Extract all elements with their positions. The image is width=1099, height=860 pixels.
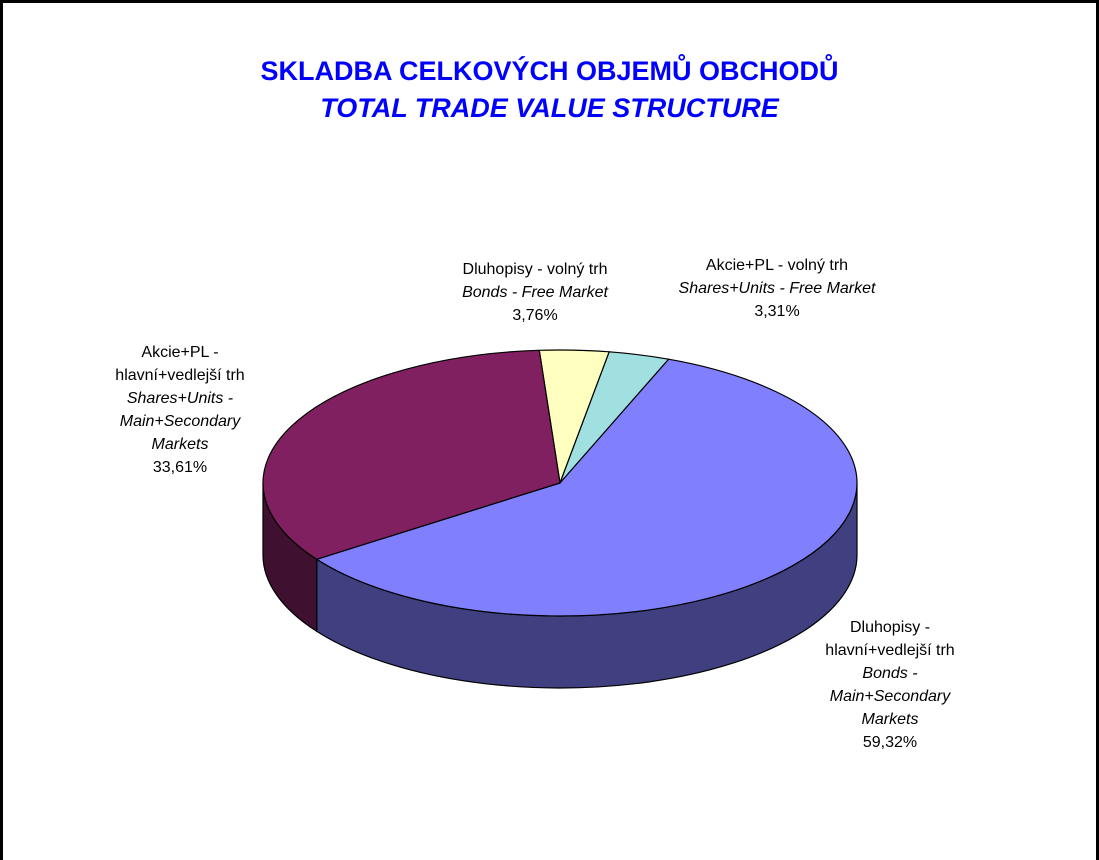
pie-slice (262, 349, 561, 560)
category-label-en: Bonds - Free Market (462, 284, 608, 301)
chart-subtitle: TOTAL TRADE VALUE STRUCTURE (320, 93, 779, 123)
slice-label: Dluhopisy - hlavní+vedlejší trh Bonds - M… (805, 616, 975, 754)
chart-title: SKLADBA CELKOVÝCH OBJEMŮ OBCHODŮ (260, 56, 839, 86)
category-label-en: Bonds - Main+Secondary Markets (829, 665, 951, 728)
value-label: 3,76% (512, 307, 558, 324)
pie-slice (315, 358, 858, 617)
category-label: Dluhopisy - hlavní+vedlejší trh (825, 619, 955, 659)
value-label: 33,61% (152, 459, 208, 476)
category-label-en: Shares+Units - Main+Secondary Markets (119, 390, 241, 453)
category-label-en: Shares+Units - Free Market (678, 280, 876, 297)
slice-label: Akcie+PL - volný trh Shares+Units - Free … (677, 254, 877, 323)
category-label: Akcie+PL - hlavní+vedlejší trh (115, 344, 245, 384)
category-label: Dluhopisy - volný trh (462, 261, 608, 278)
category-label: Akcie+PL - volný trh (705, 257, 849, 274)
value-label: 59,32% (862, 734, 918, 751)
value-label: 3,31% (754, 303, 800, 320)
slice-label: Dluhopisy - volný trh Bonds - Free Market… (435, 258, 635, 327)
slice-label: Akcie+PL - hlavní+vedlejší trh Shares+Uni… (95, 341, 265, 479)
